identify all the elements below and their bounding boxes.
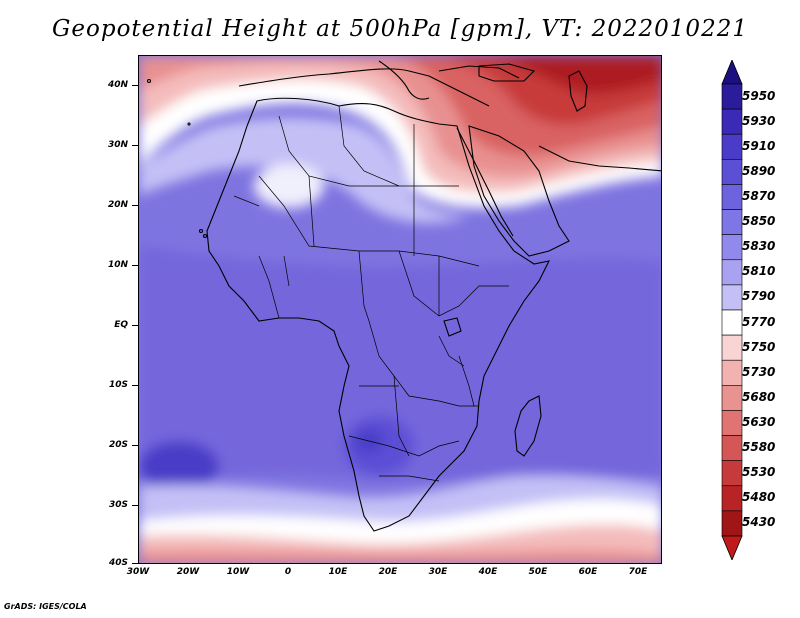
colorbar-level-label: 5930: [742, 113, 776, 128]
colorbar-level-label: 5750: [742, 339, 776, 354]
map-field: [139, 56, 661, 563]
colorbar-level-label: 5890: [742, 163, 776, 178]
colorbar-swatch: [721, 133, 743, 160]
lat-label: 10S: [108, 380, 128, 390]
colorbar-swatch: [721, 83, 743, 110]
colorbar-level-label: 5830: [742, 239, 776, 254]
colorbar-level-label: 5810: [742, 264, 776, 279]
lon-label: 30E: [428, 567, 448, 577]
colorbar-swatch: [721, 309, 743, 336]
lon-label: 10E: [328, 567, 348, 577]
lon-label: 20W: [176, 567, 200, 577]
colorbar-level-label: 5790: [742, 289, 776, 304]
colorbar-swatch: [721, 284, 743, 311]
lon-label: 60E: [578, 567, 598, 577]
lon-label: 10W: [226, 567, 250, 577]
lon-label: 20E: [378, 567, 398, 577]
lat-label: EQ: [114, 320, 128, 330]
colorbar: [721, 60, 743, 560]
lon-label: 50E: [528, 567, 548, 577]
colorbar-level-label: 5430: [742, 515, 776, 530]
lat-label: 30S: [108, 500, 128, 510]
lat-label: 40N: [107, 80, 128, 90]
lat-label: 30N: [107, 140, 128, 150]
colorbar-level-label: 5950: [742, 88, 776, 103]
lat-label: 20N: [107, 200, 128, 210]
colorbar-level-label: 5630: [742, 415, 776, 429]
colorbar-swatch: [721, 259, 743, 286]
colorbar-swatch: [721, 510, 743, 537]
lon-label: 40E: [478, 567, 498, 577]
coastlines: [146, 60, 661, 532]
colorbar-level-label: 5850: [742, 214, 776, 229]
lon-label: 0: [284, 567, 292, 577]
map-panel: [138, 55, 662, 564]
colorbar-level-label: 5580: [742, 440, 776, 455]
colorbar-level-label: 5730: [742, 364, 776, 379]
colorbar-swatch: [721, 359, 743, 386]
colorbar-bottom-arrow: [721, 535, 743, 560]
colorbar-swatch: [721, 108, 743, 135]
colorbar-swatch: [721, 334, 743, 361]
colorbar-swatch: [721, 234, 743, 261]
credit-text: GrADS: IGES/COLA: [4, 602, 87, 611]
country-borders: [233, 105, 509, 482]
colorbar-level-label: 5680: [742, 389, 776, 404]
colorbar-level-label: 5870: [742, 189, 776, 203]
colorbar-swatch: [721, 485, 743, 512]
lat-label: 10N: [107, 260, 128, 270]
colorbar-swatch: [721, 435, 743, 461]
colorbar-level-label: 5480: [742, 490, 776, 505]
colorbar-swatch: [721, 385, 743, 411]
colorbar-swatch: [721, 159, 743, 185]
colorbar-level-label: 5530: [742, 465, 776, 480]
colorbar-swatch: [721, 410, 743, 436]
colorbar-swatch: [721, 184, 743, 210]
colorbar-swatch: [721, 209, 743, 235]
lat-label: 20S: [108, 440, 128, 450]
colorbar-level-label: 5770: [742, 314, 776, 329]
colorbar-swatch: [721, 460, 743, 487]
lon-label: 30W: [126, 567, 150, 577]
colorbar-top-arrow: [721, 60, 743, 85]
colorbar-level-label: 5910: [742, 138, 776, 153]
lon-label: 70E: [628, 567, 648, 577]
lat-label: 40S: [108, 558, 128, 568]
chart-title: Geopotential Height at 500hPa [gpm], VT:…: [52, 16, 748, 42]
